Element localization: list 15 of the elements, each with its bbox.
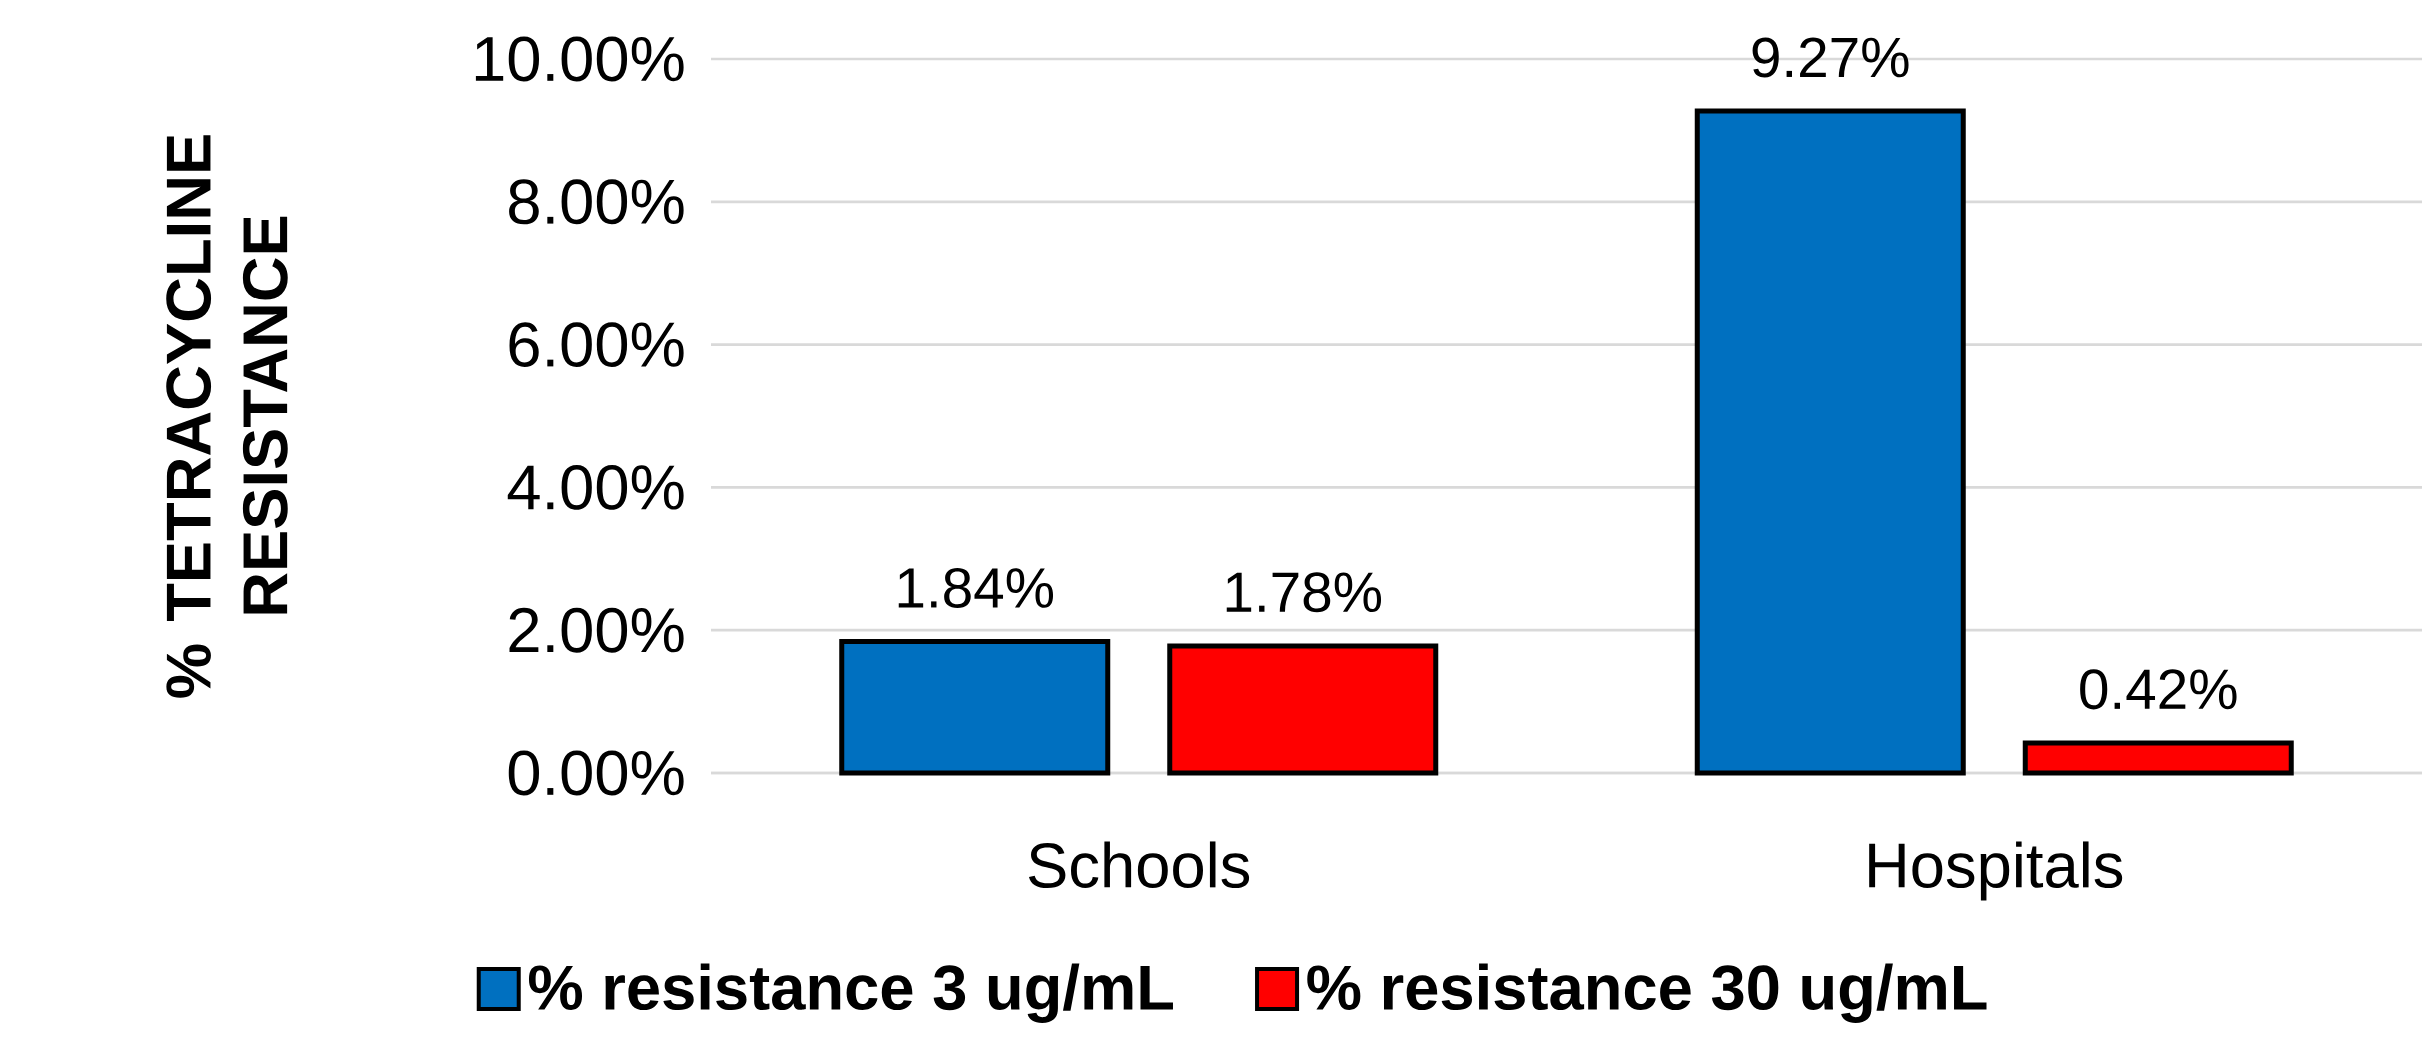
y-axis-title: % TETRACYCLINE RESISTANCE — [166, 135, 288, 698]
data-label: 0.42% — [2080, 669, 2237, 710]
x-tick-label: Schools — [1028, 841, 1250, 888]
data-label: 1.78% — [1226, 572, 1382, 613]
y-tick-label: 10.00% — [475, 36, 684, 82]
y-tick-label: 0.00% — [508, 750, 684, 796]
data-label: 1.84% — [898, 567, 1054, 609]
legend-label: % resistance 3 ug/mL — [528, 963, 1173, 1023]
y-tick-label: 8.00% — [509, 179, 684, 225]
y-tick-label: 6.00% — [509, 322, 684, 368]
data-label: 9.27% — [1752, 37, 1909, 78]
x-tick-label: Hospitals — [1869, 841, 2123, 901]
legend-label: % resistance 30 ug/mL — [1307, 963, 1987, 1023]
y-tick-label: 4.00% — [507, 464, 684, 510]
y-tick-label: 2.00% — [509, 607, 684, 653]
